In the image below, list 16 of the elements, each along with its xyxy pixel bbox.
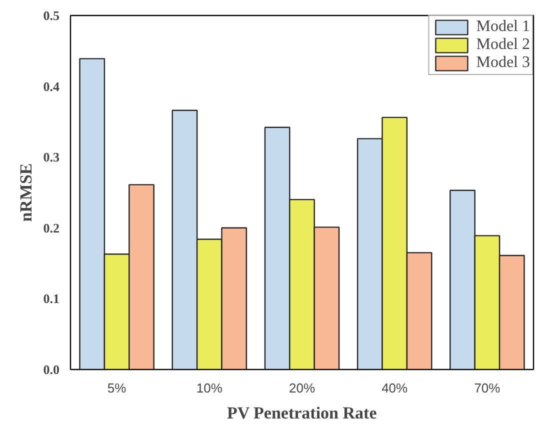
x-tick-label: 20% [288,380,316,396]
x-tick-label: 5% [107,380,127,396]
x-tick-label: 40% [382,380,408,396]
y-tick-label: 0.5 [43,8,60,23]
x-tick-label: 10% [196,380,223,396]
legend-label: Model 2 [476,36,530,54]
y-tick-label: 0.4 [43,78,60,94]
legend-label: Model 3 [476,54,530,72]
y-tick-label: 0.0 [43,362,60,377]
x-tick-label: 70% [474,380,501,396]
legend-label: Model 1 [476,18,530,36]
x-axis-title: PV Penetration Rate [226,404,378,422]
y-tick-label: 0.3 [43,150,60,165]
y-axis-title: nRMSE [16,163,36,222]
y-tick-label: 0.2 [43,220,60,236]
y-tick-label: 0.1 [43,291,60,306]
